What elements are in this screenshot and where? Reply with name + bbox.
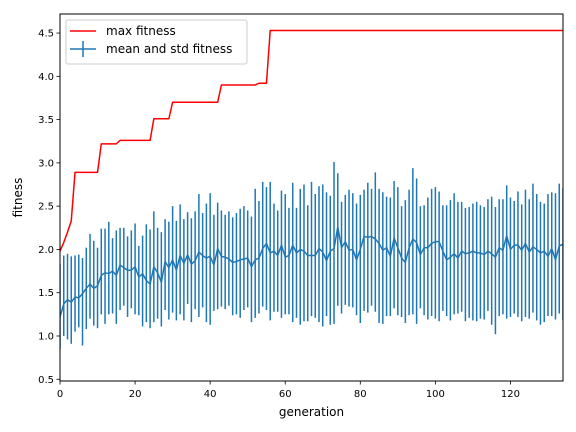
x-tick-label: 100 — [426, 389, 445, 400]
x-axis-label: generation — [279, 405, 344, 419]
data-layer — [60, 29, 563, 349]
x-tick-label: 80 — [354, 389, 367, 400]
x-tick-label: 20 — [129, 389, 142, 400]
max-fitness-line — [60, 29, 563, 252]
y-tick-label: 1.5 — [38, 288, 54, 299]
y-axis: 0.5 1.0 1.5 2.0 2.5 3.0 3.5 4.0 4.5 — [38, 29, 60, 386]
x-tick-label: 60 — [279, 389, 292, 400]
y-tick-label: 3.5 — [38, 115, 54, 126]
legend-label-max-fitness: max fitness — [106, 24, 176, 38]
y-tick-label: 1.0 — [38, 331, 54, 342]
legend: max fitness mean and std fitness — [65, 19, 248, 65]
legend-box — [65, 19, 248, 65]
x-tick-label: 0 — [57, 389, 63, 400]
y-tick-label: 3.0 — [38, 158, 54, 169]
y-axis-label: fitness — [11, 178, 25, 218]
y-tick-label: 0.5 — [38, 375, 54, 386]
y-tick-label: 4.0 — [38, 72, 54, 83]
legend-label-mean-std: mean and std fitness — [106, 42, 232, 56]
y-tick-label: 2.0 — [38, 245, 54, 256]
x-tick-label: 40 — [204, 389, 217, 400]
y-tick-label: 4.5 — [38, 29, 54, 40]
x-tick-label: 120 — [501, 389, 520, 400]
y-tick-label: 2.5 — [38, 202, 54, 213]
plot-frame — [59, 13, 564, 382]
x-axis: 0 20 40 60 80 100 120 — [57, 381, 520, 400]
mean-fitness-line — [60, 226, 563, 318]
